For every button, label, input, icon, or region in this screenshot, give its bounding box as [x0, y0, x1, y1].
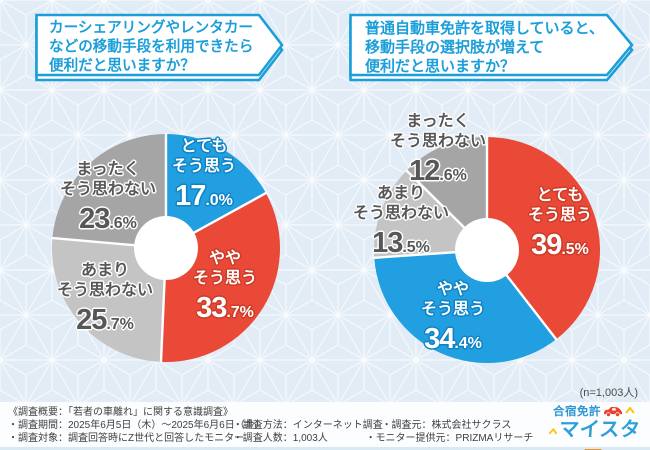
banner-body	[35, 13, 284, 77]
label-line: まったく	[76, 161, 140, 178]
pie2-label-yaya: やや そう思う 34.4%	[421, 280, 485, 360]
pie1-label-totemo: とても そう思う 17.0%	[172, 137, 236, 217]
survey-target: ・調査対象：調査回答時にZ世代と回答したモニター	[8, 433, 245, 444]
percent-value: 23.6%	[79, 203, 137, 235]
percent-value: 33.7%	[196, 292, 254, 324]
question2-line1: 普通自動車免許を取得していると、	[365, 20, 604, 37]
donut-hole	[134, 216, 198, 280]
survey-count: ・調査人数：1,003人	[232, 433, 328, 444]
accent-caret-icon	[625, 407, 635, 414]
accent-caret-icon	[549, 427, 558, 435]
logo-text-top: 合宿免許	[553, 406, 601, 418]
label-line: そう思わない	[59, 181, 157, 198]
donut-hole	[455, 218, 519, 282]
percent-value: 13.5%	[372, 227, 430, 259]
label-line: とても	[180, 138, 228, 155]
pie2-label-totemo: とても そう思う 39.5%	[528, 186, 592, 266]
pie-slice	[166, 134, 266, 248]
question-banner-1: カーシェアリングやレンタカー などの移動手段を利用できたら 便利だと思いますか？	[35, 13, 287, 87]
banner-arrow-shape	[35, 13, 284, 82]
logo-dash-accent: ー	[582, 441, 604, 450]
survey-summary-footer: 《調査概要：「若者の車離れ」に関する意識調査》 ・調査期間：2025年6月5日（…	[0, 402, 650, 450]
banner-body	[349, 13, 634, 77]
pie-slice	[52, 134, 166, 248]
percent-value: 12.6%	[409, 155, 467, 187]
monitor-provider: ・モニター提供元：PRIZMAリサーチ	[365, 433, 534, 444]
car-icon	[603, 406, 623, 417]
label-line: あまり	[80, 262, 130, 279]
question1-line2: などの移動手段を利用できたら	[49, 39, 254, 55]
question2-line2: 移動手段の選択肢が増えて	[365, 39, 545, 56]
pie1-label-mattaku: まったく そう思わない 23.6%	[60, 160, 156, 240]
percent-value: 39.5%	[531, 229, 589, 261]
label-line: そう思う	[420, 301, 486, 318]
pie1-label-amari: あまり そう思わない 25.7%	[57, 261, 153, 341]
label-line: そう思う	[192, 270, 258, 287]
label-line: そう思う	[527, 207, 593, 224]
pie-chart-2	[373, 136, 601, 364]
percent-value: 34.4%	[424, 323, 482, 355]
label-line: あまり	[376, 185, 426, 202]
pie1-label-yaya: やや そう思う 33.7%	[193, 249, 257, 329]
survey-overview-line: 《調査概要：「若者の車離れ」に関する意識調査》	[8, 407, 233, 418]
pie2-label-amari: あまり そう思わない 13.5%	[353, 184, 449, 264]
label-line: そう思う	[171, 158, 237, 175]
sample-size-note: (n=1,003人)	[579, 387, 638, 399]
label-line: そう思わない	[352, 205, 450, 222]
survey-source: ・調査元：株式会社サクラス	[381, 420, 512, 431]
question2-line3: 便利だと思いますか？	[365, 58, 516, 75]
pie-chart-1	[51, 133, 281, 363]
pie2-label-mattaku: まったく そう思わない 12.6%	[390, 112, 486, 192]
banner-arrow-shape	[349, 13, 634, 82]
question1-line3: 便利だと思いますか？	[49, 58, 195, 74]
survey-method: ・調査方法：インターネット調査	[232, 420, 383, 431]
question1-line1: カーシェアリングやレンタカー	[49, 20, 254, 36]
label-line: やや	[436, 281, 470, 298]
gasshuku-menkyo-meister-logo: 合宿免許 マイスター	[542, 403, 645, 450]
percent-value: 17.0%	[175, 180, 233, 212]
question-text-2: 普通自動車免許を取得していると、 移動手段の選択肢が増えて 便利だと思いますか？	[365, 19, 604, 76]
label-line: そう思わない	[389, 133, 487, 150]
pie-slice	[487, 137, 601, 340]
pie-slice	[374, 250, 557, 364]
survey-period: ・調査期間：2025年6月5日（木）～2025年6月6日（金）	[8, 420, 265, 431]
logo-text-main: マイスター	[542, 419, 645, 450]
label-line: まったく	[406, 113, 470, 130]
label-line: やや	[208, 250, 242, 267]
label-line: そう思わない	[56, 282, 154, 299]
pie-slice	[51, 237, 166, 362]
percent-value: 25.7%	[76, 304, 134, 336]
question-banner-2: 普通自動車免許を取得していると、 移動手段の選択肢が増えて 便利だと思いますか？	[349, 13, 639, 87]
label-line: とても	[536, 187, 584, 204]
pie-slice	[406, 137, 487, 250]
question-text-1: カーシェアリングやレンタカー などの移動手段を利用できたら 便利だと思いますか？	[49, 19, 253, 76]
bottom-divider	[0, 447, 650, 450]
